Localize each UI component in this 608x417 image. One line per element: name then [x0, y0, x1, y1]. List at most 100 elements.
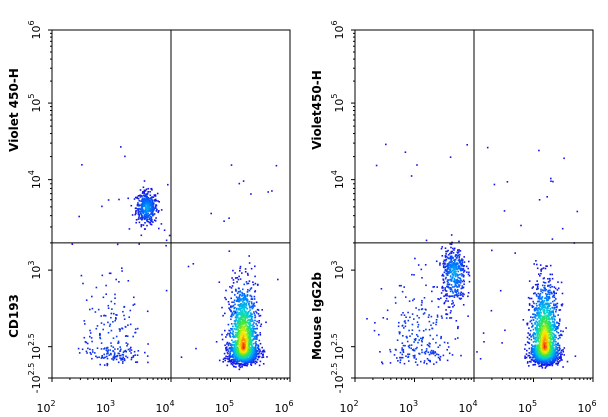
event-dot	[543, 305, 546, 307]
event-dot	[447, 249, 449, 252]
event-dot	[257, 347, 260, 349]
event-dot	[231, 343, 233, 346]
event-dot	[236, 307, 238, 310]
event-dot	[561, 353, 563, 356]
event-dot	[442, 263, 444, 265]
event-dot	[411, 273, 413, 276]
event-dot	[115, 318, 117, 320]
event-dot	[255, 338, 258, 340]
event-dot	[115, 335, 118, 338]
event-dot	[531, 326, 533, 328]
dot-plot-left: 102 103 104 105 106-102.5102.5103104105106Vi…	[7, 20, 294, 415]
event-dot	[101, 356, 103, 359]
event-dot	[235, 328, 237, 331]
event-dot	[241, 358, 244, 360]
event-dot	[229, 352, 232, 355]
event-dot	[233, 341, 236, 343]
event-dot	[550, 352, 552, 354]
event-dot	[192, 263, 195, 265]
event-dot	[244, 314, 246, 317]
event-dot	[239, 267, 241, 270]
event-dot	[448, 283, 450, 286]
event-dot	[451, 300, 454, 302]
event-dot	[548, 342, 551, 344]
event-dot	[111, 308, 113, 310]
event-dot	[551, 325, 553, 327]
event-dot	[142, 202, 145, 205]
event-dot	[115, 278, 117, 281]
event-dot	[528, 309, 530, 311]
event-dot	[246, 342, 248, 345]
event-dot	[239, 278, 242, 280]
event-dot	[129, 309, 132, 312]
event-dot	[558, 344, 561, 347]
event-dot	[99, 334, 101, 336]
event-dot	[249, 327, 251, 330]
event-dot	[252, 343, 255, 345]
event-dot	[135, 210, 137, 212]
event-dot	[455, 291, 457, 294]
event-dot	[463, 280, 465, 283]
event-dot	[545, 326, 547, 328]
event-dot	[248, 325, 251, 328]
event-dot	[421, 277, 423, 279]
event-dot	[247, 328, 249, 330]
event-dot	[254, 342, 257, 344]
event-dot	[455, 283, 457, 286]
event-dot	[142, 224, 145, 226]
event-dot	[254, 362, 257, 365]
event-dot	[531, 351, 534, 353]
event-dot	[146, 310, 149, 313]
event-dot	[145, 219, 148, 221]
event-dot	[224, 329, 226, 332]
event-dot	[241, 352, 244, 354]
event-dot	[543, 360, 546, 362]
event-dot	[541, 339, 544, 341]
event-dot	[141, 192, 144, 194]
event-dot	[234, 321, 237, 323]
event-dot	[445, 259, 447, 262]
event-dot	[148, 216, 150, 219]
event-dot	[143, 216, 146, 218]
event-dot	[533, 308, 536, 311]
event-dot	[459, 261, 462, 263]
event-dot	[559, 360, 561, 362]
event-dot	[537, 338, 539, 341]
event-dot	[526, 349, 528, 352]
event-dot	[137, 202, 139, 204]
event-dot	[539, 275, 541, 277]
event-dot	[89, 332, 92, 334]
event-dot	[527, 332, 529, 334]
event-dot	[535, 330, 538, 332]
event-dot	[555, 321, 558, 324]
event-dot	[468, 271, 470, 274]
event-dot	[420, 360, 422, 363]
event-dot	[440, 315, 443, 317]
event-dot	[254, 338, 257, 340]
event-dot	[450, 258, 452, 261]
event-dot	[102, 296, 105, 299]
event-dot	[225, 355, 227, 358]
event-dot	[543, 352, 546, 355]
event-dot	[528, 352, 530, 354]
event-dot	[451, 295, 454, 297]
event-dot	[434, 354, 437, 357]
event-dot	[128, 316, 130, 318]
event-dot	[252, 283, 255, 286]
event-dot	[248, 330, 251, 332]
event-dot	[111, 358, 113, 360]
event-dot	[120, 146, 122, 148]
event-dot	[232, 356, 235, 359]
event-dot	[538, 322, 540, 325]
event-dot	[232, 305, 234, 308]
event-dot	[116, 314, 118, 316]
event-dot	[451, 260, 453, 263]
event-dot	[252, 327, 254, 329]
event-dot	[225, 349, 228, 352]
event-dot	[144, 210, 146, 212]
population-2	[366, 247, 485, 366]
event-dot	[133, 296, 135, 299]
event-dot	[234, 323, 237, 325]
event-dot	[227, 332, 229, 335]
event-dot	[561, 303, 564, 305]
